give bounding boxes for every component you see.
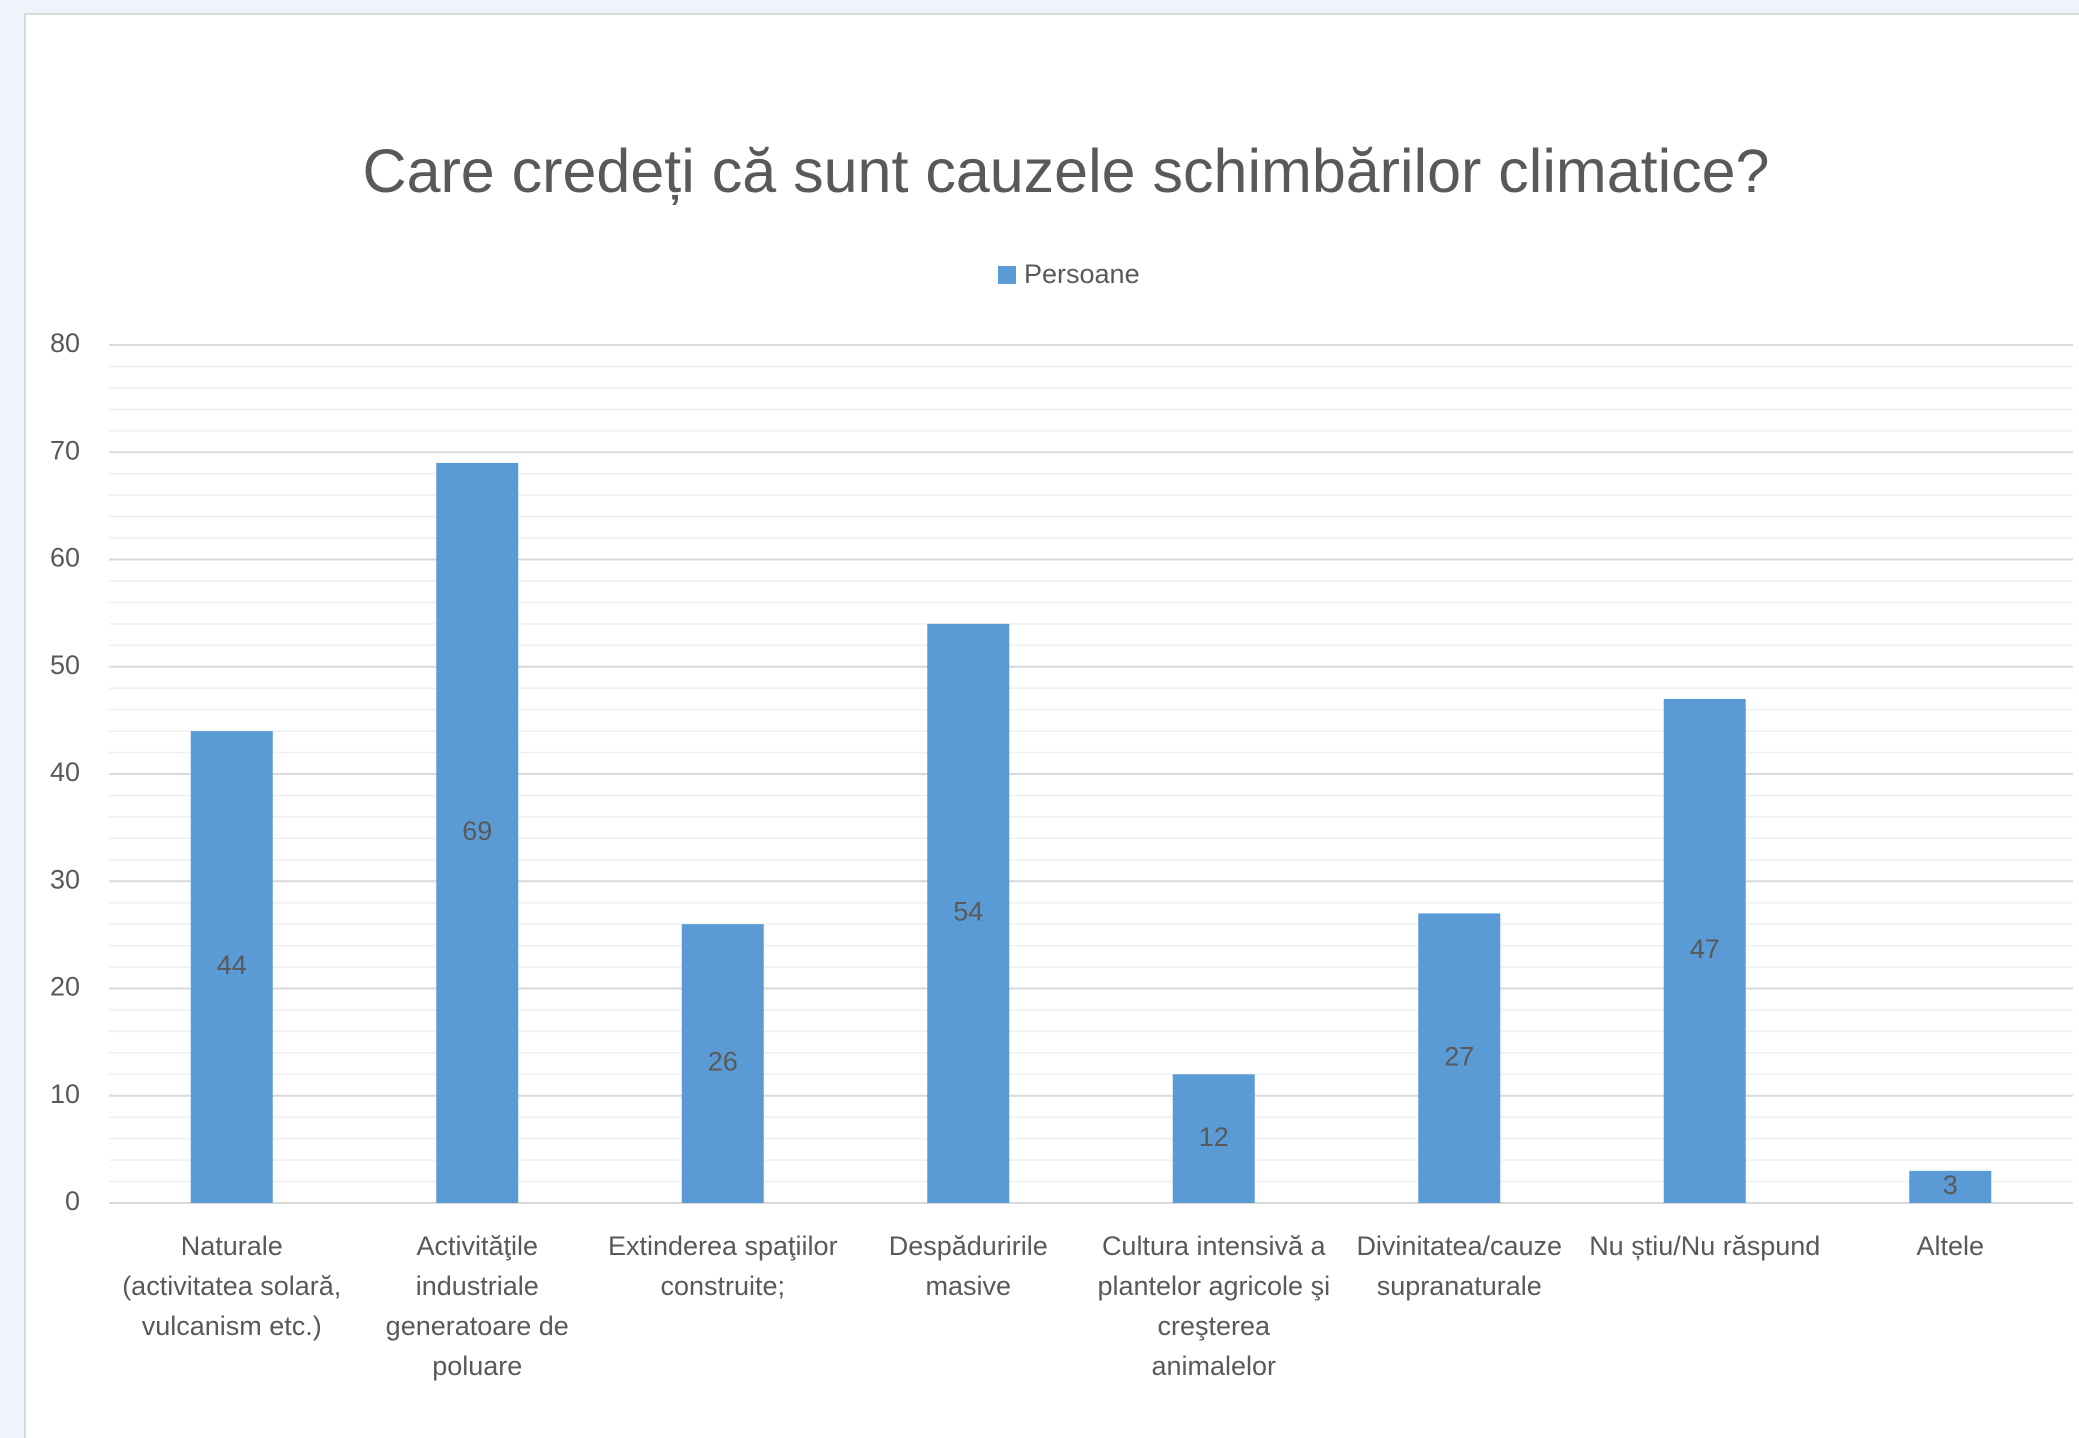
x-tick-label: Activităţile industriale generatoare de … [385,1231,569,1381]
bar [927,623,1010,1203]
x-tick-label: Nu știu/Nu răspund [1589,1231,1821,1261]
bar [1663,698,1746,1203]
chart-title: Care credeți că sunt cauzele schimbărilo… [363,137,1770,205]
data-label: 3 [1943,1170,1958,1200]
y-tick-label: 60 [50,543,80,573]
x-tick-label: Extinderea spaţiilor construite; [607,1231,838,1301]
legend-swatch [998,266,1016,284]
y-tick-label: 50 [50,650,80,680]
data-label: 12 [1199,1122,1229,1152]
y-tick-label: 0 [65,1186,80,1216]
bar [681,924,764,1203]
y-tick-label: 70 [50,435,80,465]
bar [1172,1074,1255,1203]
x-tick-label: Despăduririle masive [888,1231,1048,1301]
bar [1418,913,1501,1203]
data-label: 69 [462,816,492,846]
data-label: 47 [1690,934,1720,964]
data-label: 54 [953,897,983,927]
x-tick-label: Altele [1916,1231,1985,1261]
data-label: 27 [1444,1041,1474,1071]
x-tick-label: Cultura intensivă a plantelor agricole ş… [1097,1231,1331,1381]
y-tick-label: 40 [50,757,80,787]
y-tick-label: 20 [50,972,80,1002]
bar [1909,1170,1992,1203]
bar [436,462,519,1204]
bar [190,731,273,1203]
y-tick-label: 30 [50,864,80,894]
y-tick-label: 10 [50,1079,80,1109]
legend-label: Persoane [1024,259,1140,289]
y-tick-label: 80 [50,328,80,358]
data-label: 26 [708,1047,738,1077]
data-label: 44 [217,950,247,980]
x-tick-label: Divinitatea/cauze supranaturale [1356,1231,1563,1301]
x-tick-label: Naturale (activitatea solară, vulcanism … [122,1231,342,1341]
